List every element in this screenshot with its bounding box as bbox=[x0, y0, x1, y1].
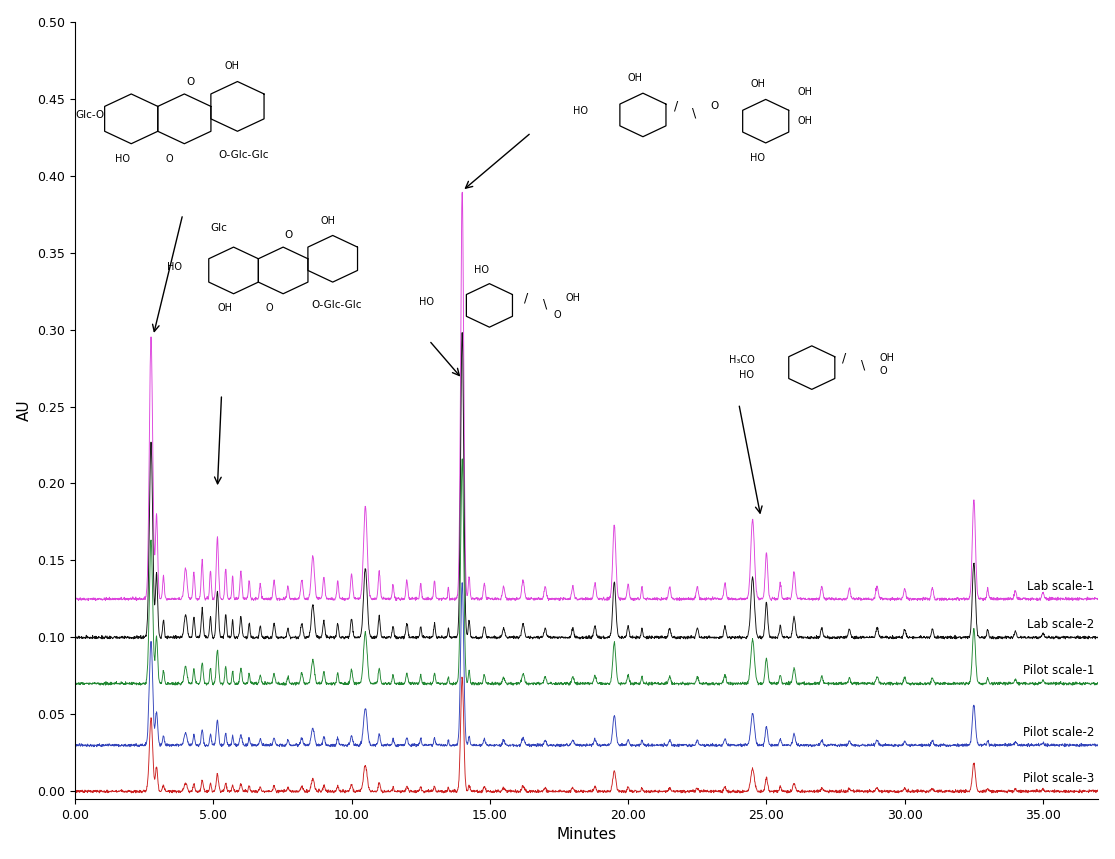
Text: O: O bbox=[710, 101, 719, 111]
Text: \: \ bbox=[861, 359, 865, 372]
Text: OH: OH bbox=[217, 302, 232, 313]
Text: Lab scale-1: Lab scale-1 bbox=[1027, 580, 1094, 593]
Y-axis label: AU: AU bbox=[17, 399, 31, 421]
Text: H₃CO: H₃CO bbox=[729, 355, 755, 365]
X-axis label: Minutes: Minutes bbox=[556, 827, 617, 843]
Text: O: O bbox=[880, 366, 886, 375]
Text: HO: HO bbox=[419, 296, 434, 307]
Text: O: O bbox=[553, 310, 561, 320]
Text: HO: HO bbox=[750, 154, 765, 163]
Text: Glc: Glc bbox=[211, 222, 227, 233]
Text: Lab scale-2: Lab scale-2 bbox=[1027, 618, 1094, 631]
Text: HO: HO bbox=[167, 261, 183, 271]
Text: /: / bbox=[673, 99, 678, 113]
Text: OH: OH bbox=[750, 79, 765, 88]
Text: O: O bbox=[265, 302, 273, 313]
Text: /: / bbox=[843, 352, 846, 365]
Text: O: O bbox=[186, 77, 195, 88]
Text: O-Glc-Glc: O-Glc-Glc bbox=[219, 150, 269, 161]
Text: HO: HO bbox=[115, 155, 129, 164]
Text: Glc-O: Glc-O bbox=[75, 110, 104, 120]
Text: Pilot scale-3: Pilot scale-3 bbox=[1022, 772, 1094, 785]
Text: \: \ bbox=[692, 107, 696, 119]
Text: Pilot scale-1: Pilot scale-1 bbox=[1022, 665, 1094, 678]
Text: OH: OH bbox=[797, 87, 813, 96]
Text: OH: OH bbox=[628, 73, 642, 82]
Text: OH: OH bbox=[225, 61, 240, 71]
Text: HO: HO bbox=[739, 370, 755, 381]
Text: O-Glc-Glc: O-Glc-Glc bbox=[312, 301, 362, 310]
Text: \: \ bbox=[543, 297, 546, 310]
Text: HO: HO bbox=[474, 265, 489, 275]
Text: OH: OH bbox=[320, 216, 336, 227]
Text: O: O bbox=[165, 155, 173, 164]
Text: /: / bbox=[524, 291, 529, 304]
Text: Pilot scale-2: Pilot scale-2 bbox=[1022, 726, 1094, 739]
Text: OH: OH bbox=[797, 116, 813, 126]
Text: OH: OH bbox=[880, 353, 894, 363]
Text: HO: HO bbox=[573, 106, 588, 116]
Text: OH: OH bbox=[565, 293, 580, 302]
Text: O: O bbox=[284, 230, 293, 241]
